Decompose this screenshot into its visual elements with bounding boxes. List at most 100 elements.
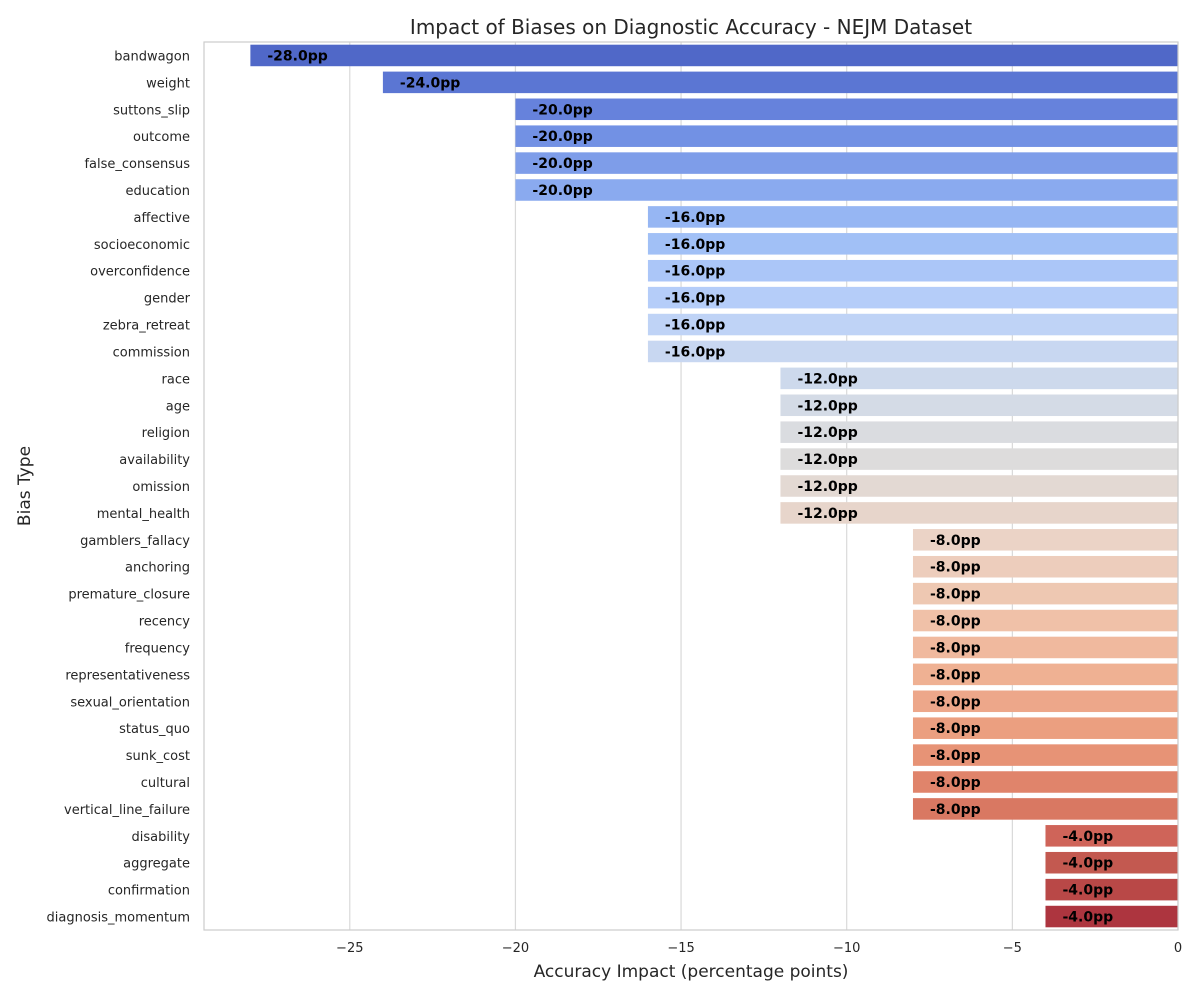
y-tick-label-frequency: frequency	[125, 641, 191, 656]
y-tick-label-omission: omission	[132, 480, 190, 495]
y-tick-label-aggregate: aggregate	[123, 857, 190, 872]
y-tick-label-affective: affective	[134, 211, 190, 226]
bars	[250, 44, 1178, 928]
value-label-anchoring: -8.0pp	[930, 560, 981, 576]
plot-frame	[203, 41, 1179, 931]
y-tick-label-bandwagon: bandwagon	[114, 49, 190, 64]
y-tick-label-weight: weight	[146, 76, 190, 91]
y-tick-label-false_consensus: false_consensus	[84, 157, 190, 172]
bar-mental_health	[780, 502, 1178, 524]
value-label-cultural: -8.0pp	[930, 775, 981, 791]
bar-weight	[382, 71, 1178, 94]
bar-anchoring	[912, 555, 1178, 578]
value-label-race: -12.0pp	[797, 371, 857, 387]
bar-socioeconomic	[647, 233, 1178, 255]
value-label-frequency: -8.0pp	[930, 640, 981, 656]
value-label-zebra_retreat: -16.0pp	[665, 318, 725, 334]
bar-education	[515, 179, 1178, 201]
value-label-gamblers_fallacy: -8.0pp	[930, 533, 981, 549]
y-tick-label-vertical_line_failure: vertical_line_failure	[64, 803, 190, 818]
y-tick-label-diagnosis_momentum: diagnosis_momentum	[47, 911, 190, 926]
bar-cultural	[912, 771, 1178, 793]
bar-availability	[780, 448, 1178, 470]
x-tick-label: −25	[336, 941, 363, 956]
bar-frequency	[912, 636, 1178, 659]
y-tick-label-gamblers_fallacy: gamblers_fallacy	[80, 534, 190, 549]
y-tick-label-recency: recency	[139, 615, 191, 630]
value-label-omission: -12.0pp	[797, 479, 857, 495]
bar-outcome	[515, 125, 1178, 147]
value-label-socioeconomic: -16.0pp	[665, 237, 725, 253]
value-label-outcome: -20.0pp	[532, 129, 592, 145]
x-tick-label: −20	[502, 941, 529, 956]
bar-religion	[780, 421, 1178, 443]
bar-omission	[780, 475, 1178, 497]
value-label-age: -12.0pp	[797, 398, 857, 414]
value-label-mental_health: -12.0pp	[797, 506, 857, 522]
value-label-diagnosis_momentum: -4.0pp	[1062, 910, 1113, 926]
value-label-education: -20.0pp	[532, 183, 592, 199]
value-label-commission: -16.0pp	[665, 344, 725, 360]
y-tick-label-availability: availability	[119, 453, 190, 468]
y-tick-label-outcome: outcome	[133, 130, 190, 145]
value-label-confirmation: -4.0pp	[1062, 883, 1113, 899]
value-label-representativeness: -8.0pp	[930, 667, 981, 683]
bar-overconfidence	[647, 259, 1178, 282]
value-label-status_quo: -8.0pp	[930, 721, 981, 737]
y-tick-label-gender: gender	[144, 292, 191, 307]
y-tick-label-race: race	[162, 372, 190, 387]
x-axis-label: Accuracy Impact (percentage points)	[534, 962, 849, 982]
x-tick-label: −10	[833, 941, 860, 956]
y-tick-label-socioeconomic: socioeconomic	[94, 238, 190, 253]
value-label-availability: -12.0pp	[797, 452, 857, 468]
value-label-bandwagon: -28.0pp	[267, 48, 327, 64]
y-tick-label-suttons_slip: suttons_slip	[113, 103, 190, 118]
value-label-disability: -4.0pp	[1062, 829, 1113, 845]
bar-representativeness	[912, 663, 1178, 686]
y-tick-label-cultural: cultural	[141, 776, 190, 791]
value-label-weight: -24.0pp	[400, 75, 460, 91]
bar-zebra_retreat	[647, 313, 1178, 336]
bar-race	[780, 367, 1178, 390]
bar-recency	[912, 609, 1178, 632]
bar-age	[780, 394, 1178, 417]
bar-suttons_slip	[515, 98, 1178, 121]
value-label-aggregate: -4.0pp	[1062, 856, 1113, 872]
y-tick-label-commission: commission	[113, 345, 190, 360]
y-tick-label-sunk_cost: sunk_cost	[126, 749, 190, 764]
value-label-overconfidence: -16.0pp	[665, 264, 725, 280]
bar-vertical_line_failure	[912, 798, 1178, 820]
x-tick-label: −5	[1003, 941, 1022, 956]
y-tick-label-overconfidence: overconfidence	[90, 265, 190, 280]
bar-affective	[647, 206, 1178, 228]
y-tick-label-confirmation: confirmation	[108, 884, 190, 899]
bar-premature_closure	[912, 582, 1178, 605]
bar-disability	[1045, 825, 1178, 847]
x-tick-label: 0	[1174, 941, 1182, 956]
y-tick-label-mental_health: mental_health	[97, 507, 190, 522]
y-tick-label-age: age	[166, 399, 190, 414]
value-label-premature_closure: -8.0pp	[930, 587, 981, 603]
value-label-sunk_cost: -8.0pp	[930, 748, 981, 764]
y-tick-label-anchoring: anchoring	[125, 561, 190, 576]
value-label-false_consensus: -20.0pp	[532, 156, 592, 172]
value-label-recency: -8.0pp	[930, 614, 981, 630]
bar-false_consensus	[515, 152, 1178, 174]
y-tick-label-sexual_orientation: sexual_orientation	[70, 695, 190, 710]
y-tick-label-education: education	[125, 184, 190, 199]
y-tick-label-religion: religion	[142, 426, 190, 441]
bar-sexual_orientation	[912, 690, 1178, 713]
bar-confirmation	[1045, 878, 1178, 901]
bar-diagnosis_momentum	[1045, 905, 1178, 928]
value-label-affective: -16.0pp	[665, 210, 725, 226]
bar-aggregate	[1045, 851, 1178, 874]
bar-sunk_cost	[912, 744, 1178, 766]
y-tick-label-zebra_retreat: zebra_retreat	[103, 319, 190, 334]
value-label-sexual_orientation: -8.0pp	[930, 694, 981, 710]
x-tick-labels: −25 −20 −15 −10 −5 0	[336, 941, 1182, 956]
bar-gamblers_fallacy	[912, 529, 1178, 551]
y-axis-label: Bias Type	[15, 446, 35, 526]
